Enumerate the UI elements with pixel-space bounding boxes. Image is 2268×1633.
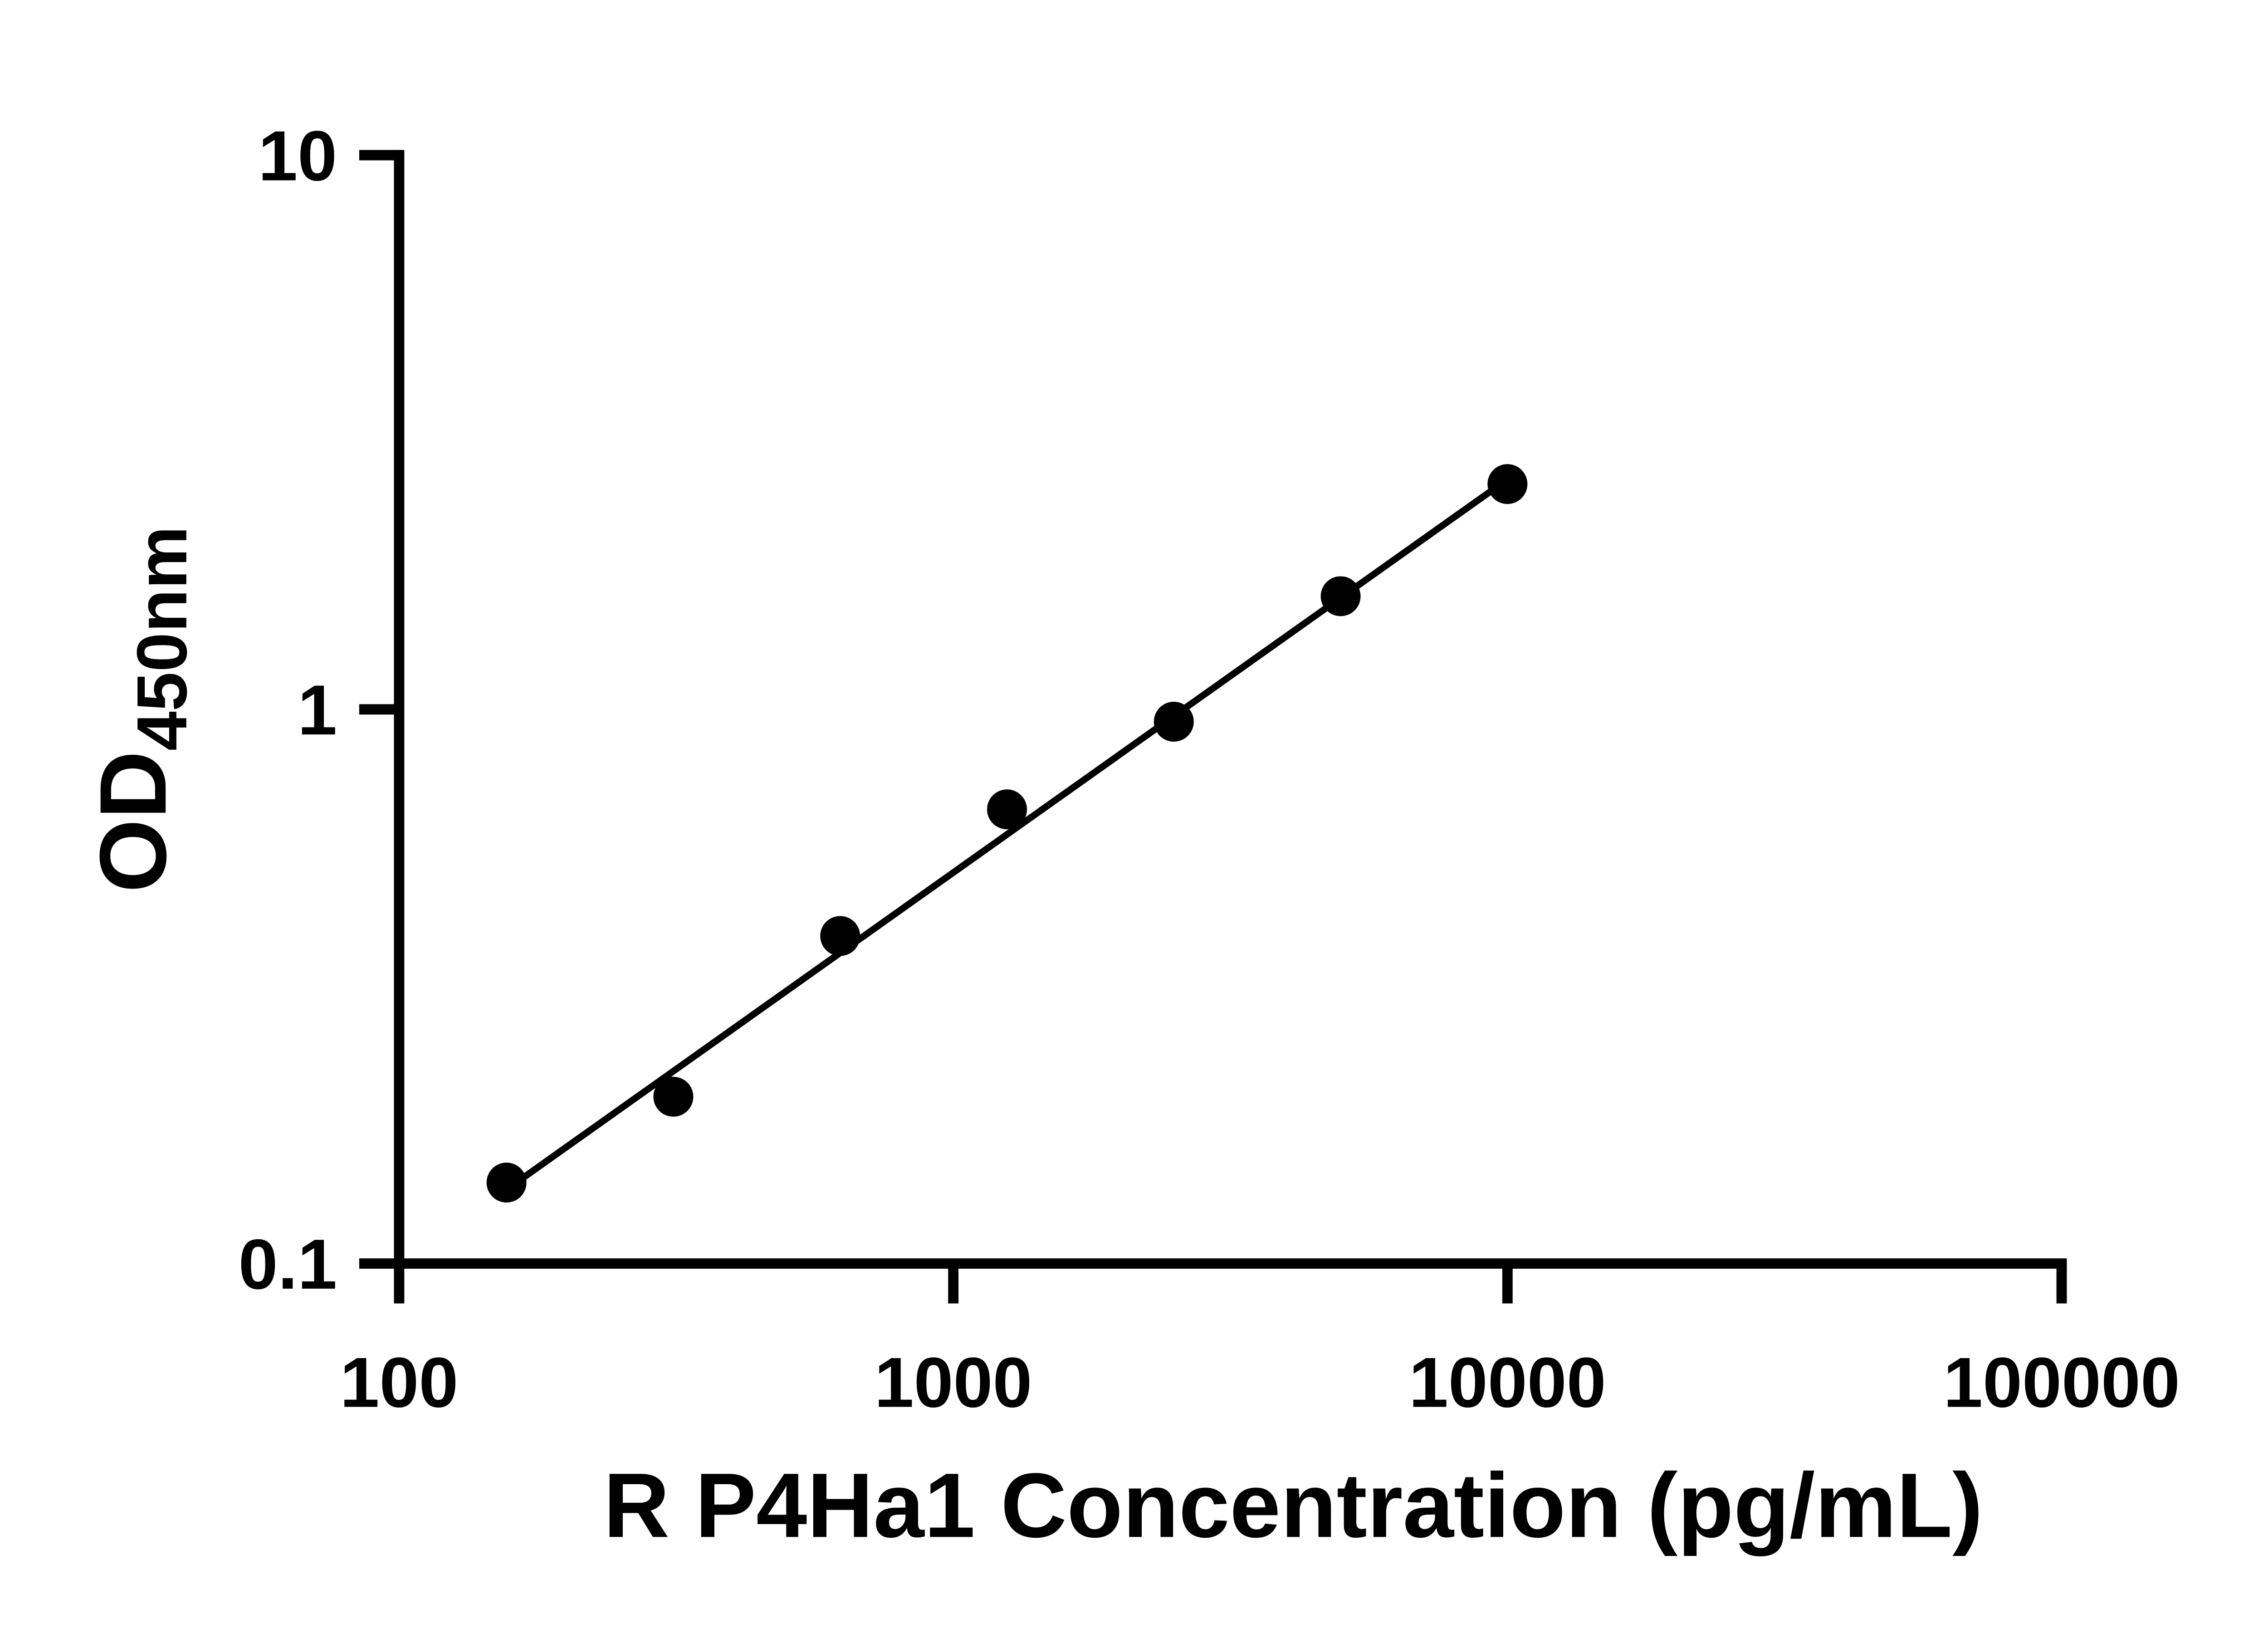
data-point [653, 1076, 694, 1117]
y-tick-label: 10 [258, 116, 337, 196]
y-axis-title: OD450nm [80, 526, 202, 893]
x-tick-label: 100000 [1943, 1343, 2180, 1423]
data-point [1320, 576, 1361, 616]
data-point [820, 916, 860, 956]
y-tick-label: 0.1 [239, 1225, 337, 1304]
y-axis-title-sub: 450nm [122, 526, 202, 751]
data-point [1487, 464, 1528, 504]
data-point [987, 789, 1027, 830]
x-tick-label: 100 [340, 1343, 458, 1423]
x-tick-label: 1000 [875, 1343, 1032, 1423]
data-point [1154, 702, 1194, 742]
y-axis-title-main: OD [80, 751, 186, 893]
axis-spines [394, 150, 2067, 1269]
x-tick-label: 10000 [1409, 1343, 1606, 1423]
y-tick-label: 1 [298, 670, 337, 750]
plot-area: 100 1000 10000 100000 0.1 1 10 [239, 116, 2180, 1422]
data-point [486, 1163, 527, 1203]
x-axis-title: R P4Ha1 Concentration (pg/mL) [603, 1454, 1983, 1556]
